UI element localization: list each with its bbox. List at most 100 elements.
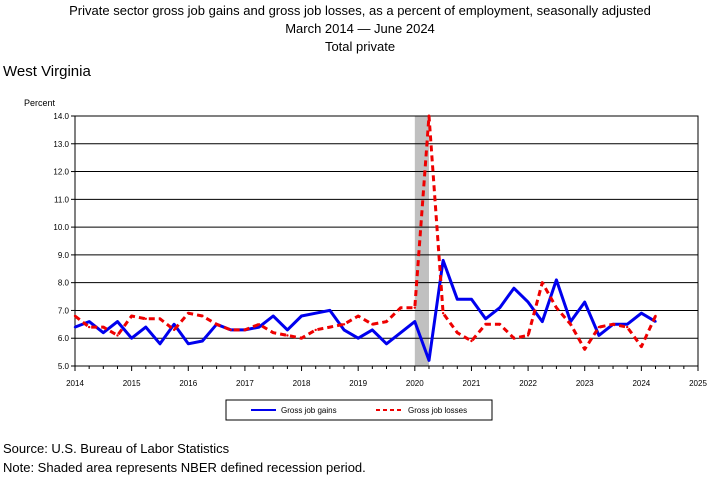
chart-title-block: Private sector gross job gains and gross… — [0, 2, 720, 56]
losses-point — [413, 306, 417, 309]
gains-point — [640, 312, 643, 315]
gains-point — [257, 325, 261, 329]
chart-subtitle-text: March 2014 — June 2024 — [285, 21, 435, 36]
gains-point — [498, 306, 501, 309]
losses-point — [611, 323, 615, 326]
gains-point — [286, 328, 289, 332]
losses-point — [201, 314, 204, 318]
gains-point — [328, 309, 332, 312]
losses-point — [569, 323, 572, 326]
x-tick-label: 2016 — [179, 379, 197, 388]
losses-point — [356, 314, 360, 318]
gains-point — [555, 278, 558, 282]
gains-point — [144, 325, 147, 329]
x-tick-label: 2020 — [406, 379, 424, 388]
losses-point — [583, 348, 586, 351]
losses-point — [470, 339, 473, 343]
y-tick-label: 10.0 — [53, 223, 69, 232]
gains-point — [342, 328, 346, 332]
losses-point — [87, 325, 91, 329]
losses-point — [526, 334, 530, 337]
gains-point — [470, 298, 473, 301]
losses-point — [456, 331, 459, 334]
losses-point — [626, 325, 629, 329]
gains-point — [314, 312, 317, 315]
chart-series-label: Total private — [324, 39, 396, 54]
gains-point — [526, 300, 530, 304]
losses-point — [215, 323, 218, 326]
x-tick-label: 2015 — [123, 379, 141, 388]
y-tick-label: 8.0 — [58, 279, 70, 288]
losses-point — [427, 114, 431, 118]
losses-point — [257, 323, 261, 326]
losses-point — [342, 323, 346, 326]
gains-point — [130, 337, 133, 340]
chart-title: Private sector gross job gains and gross… — [69, 3, 651, 18]
losses-point — [484, 323, 487, 326]
losses-point — [102, 325, 105, 329]
x-tick-label: 2021 — [463, 379, 481, 388]
y-tick-label: 13.0 — [53, 140, 69, 149]
source-note: Source: U.S. Bureau of Labor Statistics — [3, 441, 230, 456]
y-tick-label: 9.0 — [58, 251, 70, 260]
gains-point — [399, 331, 402, 334]
losses-point — [187, 312, 190, 315]
gains-point — [484, 317, 487, 320]
y-tick-label: 11.0 — [54, 195, 70, 204]
losses-point — [371, 323, 374, 326]
gains-point — [73, 325, 77, 329]
losses-point — [73, 314, 77, 318]
legend-losses-label: Gross job losses — [408, 406, 467, 415]
x-tick-label: 2022 — [519, 379, 537, 388]
losses-point — [555, 306, 558, 309]
x-tick-label: 2018 — [293, 379, 311, 388]
losses-point — [243, 328, 247, 332]
gains-point — [597, 334, 601, 337]
y-tick-label: 7.0 — [58, 306, 70, 315]
losses-point — [229, 328, 232, 332]
legend-gains-label: Gross job gains — [281, 406, 337, 415]
gains-point — [187, 342, 190, 345]
chart-subtitle: March 2014 — June 2024 — [0, 20, 720, 38]
y-tick-label: 12.0 — [53, 168, 69, 177]
gains-point — [427, 359, 431, 362]
y-tick-label: 6.0 — [58, 334, 70, 343]
gains-point — [541, 320, 544, 323]
plot-frame — [74, 115, 699, 367]
gains-point — [201, 339, 204, 343]
gains-point — [512, 287, 516, 290]
gains-point — [413, 320, 417, 323]
x-tick-label: 2017 — [236, 379, 254, 388]
losses-point — [328, 325, 332, 329]
gains-point — [158, 342, 162, 345]
losses-point — [172, 328, 176, 332]
gains-point — [654, 320, 657, 323]
losses-point — [385, 320, 388, 323]
losses-point — [597, 325, 601, 329]
x-tick-label: 2025 — [689, 379, 707, 388]
losses-point — [314, 328, 317, 332]
losses-point — [116, 334, 119, 337]
losses-point — [640, 345, 643, 348]
gains-point — [87, 320, 91, 323]
losses-point — [300, 337, 303, 340]
recession-shading — [414, 116, 429, 366]
losses-point — [130, 314, 133, 318]
x-tick-label: 2023 — [576, 379, 594, 388]
losses-point — [441, 312, 445, 315]
x-tick-label: 2024 — [632, 379, 650, 388]
gross-job-losses-line — [74, 114, 657, 351]
x-tick-label: 2019 — [349, 379, 367, 388]
losses-point — [158, 317, 162, 320]
gains-point — [371, 328, 374, 332]
region-label: West Virginia — [3, 63, 91, 80]
y-axis-label: Percent — [24, 98, 56, 108]
gains-point — [385, 342, 388, 345]
y-tick-label: 5.0 — [58, 362, 70, 371]
x-tick-label: 2014 — [66, 379, 84, 388]
gains-point — [272, 314, 275, 318]
gains-point — [102, 331, 105, 334]
gains-point — [356, 337, 360, 340]
losses-point — [399, 306, 402, 309]
